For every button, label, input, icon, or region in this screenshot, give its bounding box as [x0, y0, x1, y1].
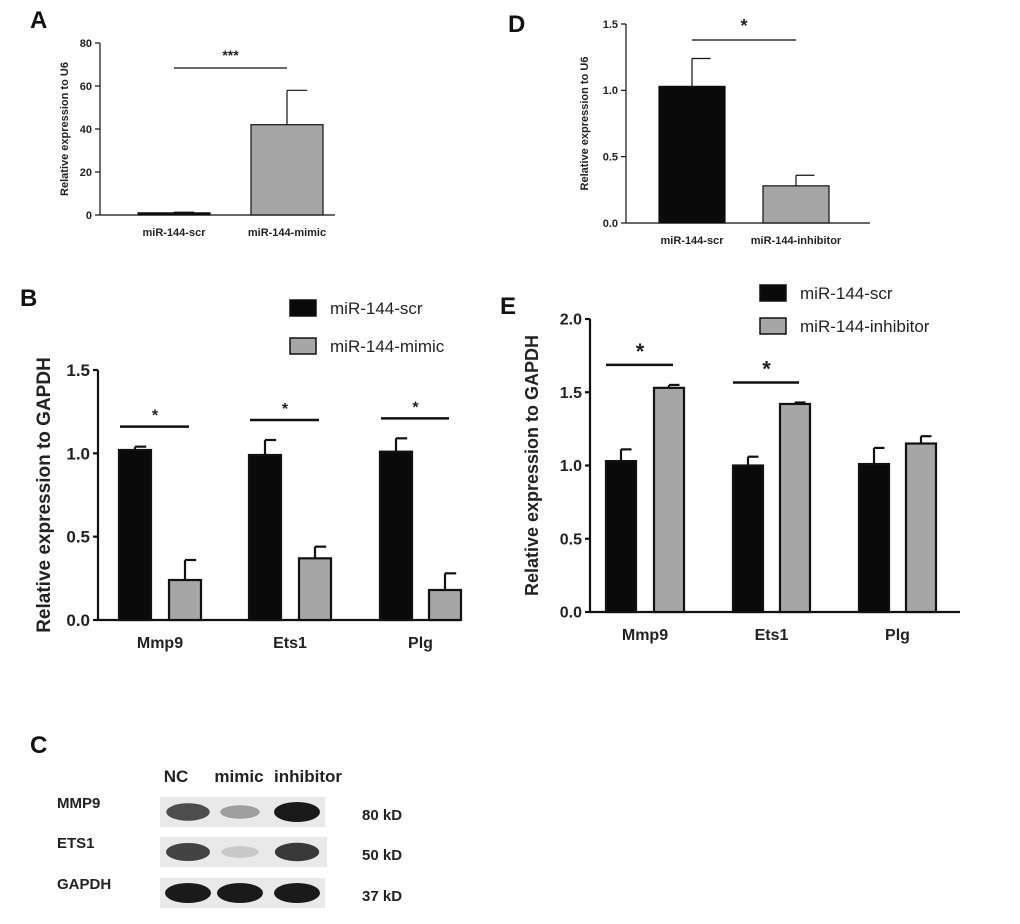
y-tick-label-b: 0.0	[66, 611, 90, 630]
blot-band	[165, 883, 211, 903]
chart-panel-d: 0.0 0.5 1.0 1.5 Relative expression to U6 miR…	[579, 16, 870, 247]
y-tick-label-b: 1.0	[66, 444, 90, 463]
chart-panel-e: 0.0 0.5 1.0 1.5 2.0 Relative expression to GA…	[522, 284, 960, 644]
blot-band	[166, 803, 210, 821]
y-tick-label-b: 1.5	[66, 361, 90, 380]
y-tick-label-e: 0.5	[560, 531, 582, 548]
blot-band	[166, 843, 210, 861]
y-axis-label-d: Relative expression to U6	[579, 57, 591, 191]
x-tick-label-b: Plg	[408, 635, 433, 652]
legend-label-e: miR-144-inhibitor	[800, 317, 930, 336]
significance-label-d: *	[740, 16, 747, 36]
y-tick-label-a: 0	[86, 210, 92, 222]
bar-b	[117, 448, 153, 622]
blot-band	[220, 805, 260, 819]
protein-label: ETS1	[57, 835, 95, 852]
legend-label-b: miR-144-scr	[330, 299, 423, 318]
mw-label: 50 kD	[362, 847, 402, 864]
y-tick-label-a: 80	[80, 38, 92, 50]
x-tick-label-d: miR-144-inhibitor	[751, 235, 842, 247]
x-tick-label-b: Ets1	[273, 635, 307, 652]
bar-e	[652, 386, 686, 614]
bar-d	[762, 185, 830, 224]
significance-label-e: *	[762, 357, 771, 382]
significance-label-e: *	[636, 339, 645, 364]
bar-a	[137, 212, 211, 216]
panel-label-b: B	[20, 285, 37, 312]
bar-b	[378, 450, 414, 622]
bar-e	[731, 464, 765, 614]
bar-d	[658, 85, 726, 224]
chart-panel-b: 0.0 0.5 1.0 1.5 Relative expression to GAPDH…	[34, 299, 463, 652]
chart-panel-a: 0 20 40 60 80 Relative expression to U6 miR-14…	[59, 38, 335, 239]
y-tick-label-e: 2.0	[560, 312, 582, 329]
legend-swatch-e	[759, 317, 787, 335]
x-tick-label-a: miR-144-scr	[143, 227, 207, 239]
y-tick-label-a: 60	[80, 81, 92, 93]
lane-label: mimic	[214, 767, 263, 786]
protein-label: GAPDH	[57, 876, 111, 893]
legend-label-e: miR-144-scr	[800, 284, 893, 303]
y-tick-label-d: 1.5	[603, 19, 618, 31]
panel-label-e: E	[500, 293, 516, 320]
x-tick-label-d: miR-144-scr	[661, 235, 725, 247]
significance-label-b: *	[152, 408, 159, 425]
bar-b	[297, 557, 333, 622]
protein-label: MMP9	[57, 795, 100, 812]
y-tick-label-d: 0.0	[603, 218, 618, 230]
bar-e	[604, 460, 638, 614]
mw-label: 80 kD	[362, 807, 402, 824]
blot-band	[274, 883, 320, 903]
legend-label-b: miR-144-mimic	[330, 337, 445, 356]
y-tick-label-a: 20	[80, 167, 92, 179]
blot-band	[217, 883, 263, 903]
significance-label-a: ***	[222, 47, 239, 63]
x-tick-label-a: miR-144-mimic	[248, 227, 326, 239]
bar-a	[250, 124, 324, 216]
y-axis-label-e: Relative expression to GAPDH	[522, 335, 542, 596]
legend-swatch-b	[289, 299, 317, 317]
bar-b	[427, 588, 463, 622]
blot-band	[274, 842, 320, 862]
bar-b	[247, 453, 283, 622]
y-tick-label-d: 0.5	[603, 152, 618, 164]
legend-swatch-b	[289, 337, 317, 355]
y-tick-label-e: 0.0	[560, 605, 582, 622]
western-blot-panel-c: NC mimic inhibitor MMP9 80 kD ETS1 50 kD GAPDH 3…	[57, 767, 402, 908]
bar-e	[778, 402, 812, 614]
y-tick-label-e: 1.0	[560, 458, 582, 475]
bar-b	[167, 578, 203, 622]
lane-label: NC	[164, 767, 189, 786]
panel-label-c: C	[30, 732, 47, 759]
significance-label-b: *	[412, 399, 419, 416]
panel-label-a: A	[30, 7, 47, 34]
panel-label-d: D	[508, 11, 525, 38]
x-tick-label-e: Ets1	[755, 627, 789, 644]
x-tick-label-b: Mmp9	[137, 635, 183, 652]
y-axis-label-b: Relative expression to GAPDH	[34, 357, 55, 633]
x-tick-label-e: Mmp9	[622, 627, 668, 644]
y-tick-label-a: 40	[80, 124, 92, 136]
y-axis-label-a: Relative expression to U6	[59, 62, 71, 196]
blot-band	[221, 846, 259, 858]
bar-e	[904, 442, 938, 614]
y-tick-label-e: 1.5	[560, 385, 582, 402]
y-tick-label-b: 0.5	[66, 528, 90, 547]
blot-band	[274, 802, 320, 822]
mw-label: 37 kD	[362, 888, 402, 905]
y-tick-label-d: 1.0	[603, 85, 618, 97]
legend-swatch-e	[759, 284, 787, 302]
significance-label-b: *	[282, 401, 289, 418]
x-tick-label-e: Plg	[885, 627, 910, 644]
lane-label: inhibitor	[274, 767, 342, 786]
bar-e	[857, 462, 891, 614]
